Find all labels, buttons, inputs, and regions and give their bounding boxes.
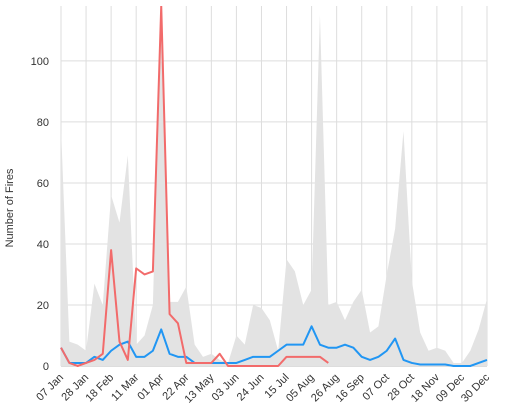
- x-tick-label: 01 Apr: [135, 371, 166, 402]
- x-tick-label: 03 Jun: [210, 372, 242, 404]
- y-axis-ticks: 0 20 40 60 80 100: [31, 56, 49, 373]
- y-axis-label: Number of Fires: [4, 168, 16, 247]
- y-tick-label: 40: [37, 239, 49, 251]
- x-tick-label: 18 Feb: [84, 372, 117, 405]
- y-tick-label: 80: [37, 117, 49, 129]
- x-tick-label: 30 Dec: [459, 371, 492, 404]
- y-tick-label: 60: [37, 178, 49, 190]
- x-tick-label: 07 Oct: [360, 372, 391, 403]
- series-lines: [60, 6, 488, 367]
- y-tick-label: 20: [37, 300, 49, 312]
- series-line-1: [60, 325, 488, 367]
- x-tick-label: 16 Sep: [334, 372, 367, 405]
- x-tick-label: 07 Jan: [34, 372, 66, 404]
- x-tick-label: 24 Jun: [235, 372, 267, 404]
- x-tick-label: 11 Mar: [109, 371, 141, 403]
- y-tick-label: 0: [43, 361, 49, 373]
- series-line-2: [60, 6, 329, 367]
- y-tick-label: 100: [31, 56, 49, 68]
- range-band: [61, 6, 487, 366]
